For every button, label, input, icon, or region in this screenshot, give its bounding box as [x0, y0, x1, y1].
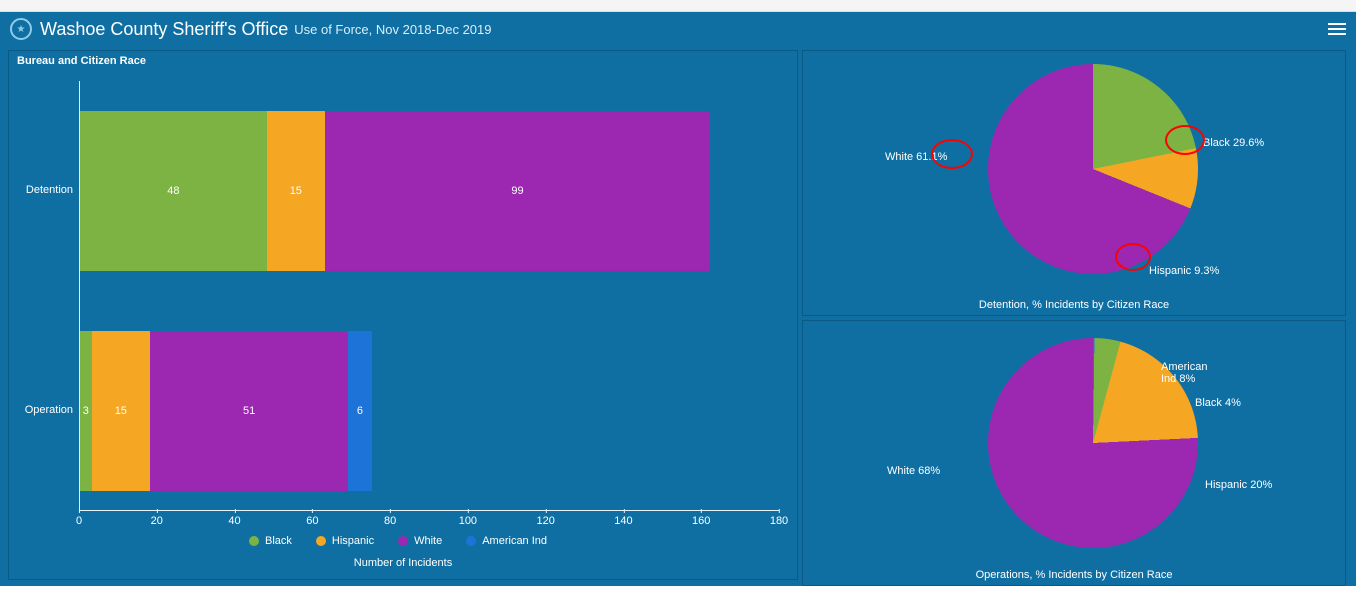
legend-swatch: [466, 536, 476, 546]
bar-chart-xtick: 80: [384, 515, 396, 527]
bar-segment-american_ind[interactable]: 6: [348, 331, 371, 491]
badge-icon: ★: [10, 18, 32, 40]
legend-item[interactable]: Black: [249, 535, 292, 547]
legend-item[interactable]: White: [398, 535, 442, 547]
bar-row[interactable]: 315516: [80, 331, 372, 491]
bar-chart: 481599315516 020406080100120140160180Det…: [79, 81, 779, 511]
bar-chart-ylabel: Detention: [13, 184, 73, 196]
pie-slice-label: AmericanInd 8%: [1161, 361, 1207, 385]
pie-slice-label: Black 4%: [1195, 397, 1241, 409]
bar-segment-hispanic[interactable]: 15: [267, 111, 325, 271]
bar-chart-xtick: 0: [76, 515, 82, 527]
bar-segment-white[interactable]: 51: [150, 331, 348, 491]
pie-caption: Detention, % Incidents by Citizen Race: [803, 299, 1345, 311]
legend-swatch: [249, 536, 259, 546]
bar-chart-plot: 481599315516: [79, 81, 779, 511]
bar-chart-xtick: 120: [536, 515, 554, 527]
legend-label: Black: [265, 535, 292, 547]
bar-chart-xtick: 140: [614, 515, 632, 527]
legend-label: American Ind: [482, 535, 547, 547]
legend-swatch: [398, 536, 408, 546]
pie-top-chart: Black 29.6% Hispanic 9.3% White 61.1% Deten…: [803, 51, 1345, 315]
dashboard-body: Bureau and Citizen Race 481599315516 020…: [0, 46, 1356, 586]
pie-top-panel: Black 29.6% Hispanic 9.3% White 61.1% Deten…: [802, 50, 1346, 316]
bar-chart-xtick: 40: [228, 515, 240, 527]
bar-chart-xtick: 180: [770, 515, 788, 527]
legend-item[interactable]: Hispanic: [316, 535, 374, 547]
pie-chart[interactable]: [988, 64, 1198, 274]
pie-bottom-chart: AmericanInd 8% Black 4% Hispanic 20% White …: [803, 321, 1345, 585]
bar-chart-xtick: 100: [459, 515, 477, 527]
bar-chart-xtick: 60: [306, 515, 318, 527]
right-column: Black 29.6% Hispanic 9.3% White 61.1% Deten…: [802, 50, 1346, 586]
pie-slice-label: Hispanic 9.3%: [1149, 265, 1219, 277]
pie-bottom-panel: AmericanInd 8% Black 4% Hispanic 20% White …: [802, 320, 1346, 586]
bar-chart-legend: Black Hispanic White American Ind: [249, 535, 547, 547]
legend-label: White: [414, 535, 442, 547]
bar-chart-xtick: 20: [151, 515, 163, 527]
legend-item[interactable]: American Ind: [466, 535, 547, 547]
bar-row[interactable]: 481599: [80, 111, 710, 271]
bar-segment-black[interactable]: 3: [80, 331, 92, 491]
browser-strip: [0, 0, 1356, 12]
bar-chart-title: Bureau and Citizen Race: [9, 51, 797, 71]
bar-segment-black[interactable]: 48: [80, 111, 267, 271]
bar-chart-panel: Bureau and Citizen Race 481599315516 020…: [8, 50, 798, 580]
pie-slice-label: Hispanic 20%: [1205, 479, 1272, 491]
pie-slice-label: White 68%: [887, 465, 940, 477]
pie-slice-label: White 61.1%: [885, 151, 947, 163]
legend-label: Hispanic: [332, 535, 374, 547]
header-title: Washoe County Sheriff's Office: [40, 19, 288, 40]
bar-segment-hispanic[interactable]: 15: [92, 331, 150, 491]
header-subtitle: Use of Force, Nov 2018-Dec 2019: [294, 22, 491, 37]
menu-icon[interactable]: [1328, 20, 1346, 38]
bar-chart-xlabel: Number of Incidents: [9, 557, 797, 569]
bar-segment-white[interactable]: 99: [325, 111, 710, 271]
legend-swatch: [316, 536, 326, 546]
dashboard-header: ★ Washoe County Sheriff's Office Use of …: [0, 12, 1356, 46]
pie-slice-label: Black 29.6%: [1203, 137, 1264, 149]
bar-chart-ylabel: Operation: [13, 404, 73, 416]
bar-chart-xtick: 160: [692, 515, 710, 527]
pie-caption: Operations, % Incidents by Citizen Race: [803, 569, 1345, 581]
